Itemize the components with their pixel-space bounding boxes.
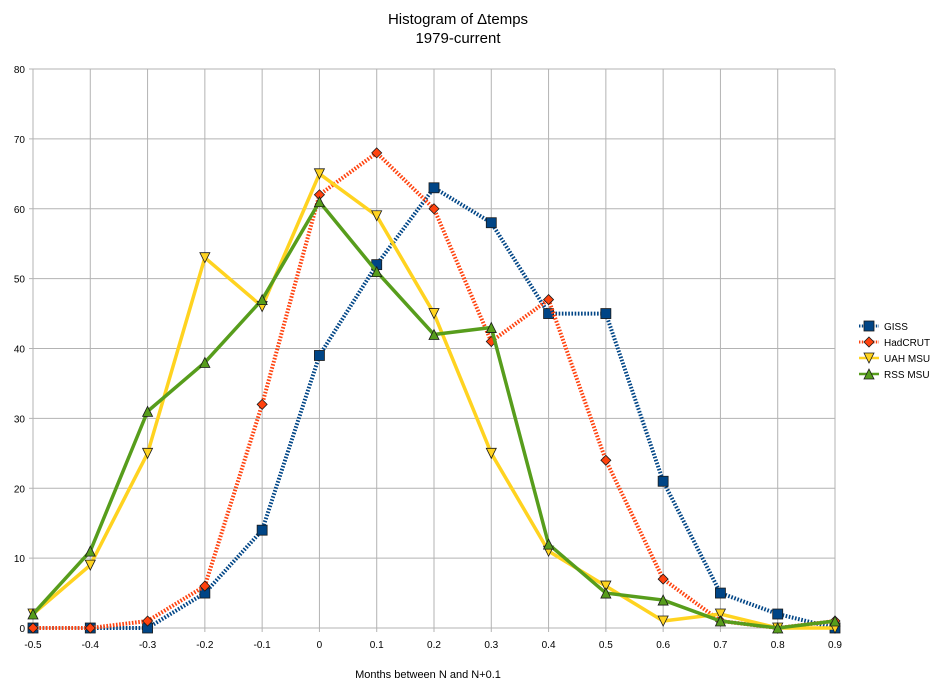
x-tick-label: -0.3 xyxy=(139,640,157,651)
data-point-giss xyxy=(657,475,669,487)
x-tick-label: -0.2 xyxy=(196,640,214,651)
data-point-hadcrut xyxy=(600,454,612,466)
x-tick-label: 0.3 xyxy=(484,640,498,651)
y-tick-label: 60 xyxy=(14,205,26,216)
data-point-giss xyxy=(428,182,440,194)
x-tick-label: 0.1 xyxy=(370,640,384,651)
y-axis-ticks: 0 10 20 30 40 50 60 70 80 xyxy=(14,65,26,635)
y-tick-label: 20 xyxy=(14,484,26,495)
x-axis-ticks: -0.5 -0.4 -0.3 -0.2 -0.1 0 0.1 0.2 0.3 0.4 0.5 0.6 0… xyxy=(24,640,842,651)
x-tick-label: 0.9 xyxy=(828,640,842,651)
grid xyxy=(29,68,836,632)
data-point-giss xyxy=(543,308,554,319)
legend-label: GISS xyxy=(884,322,908,333)
data-point-rss-msu xyxy=(27,608,39,620)
y-tick-label: 40 xyxy=(14,345,26,356)
x-tick-label: 0 xyxy=(317,640,323,651)
x-tick-label: 0.6 xyxy=(656,640,670,651)
y-tick-label: 70 xyxy=(14,135,26,146)
data-point-uah-msu xyxy=(657,615,669,627)
y-tick-label: 10 xyxy=(14,554,26,565)
data-point-rss-msu xyxy=(84,545,96,557)
data-point-rss-msu xyxy=(371,265,383,278)
data-point-uah-msu xyxy=(485,447,497,460)
legend-item-rss-msu: RSS MSU xyxy=(859,368,930,381)
data-point-uah-msu xyxy=(714,608,727,620)
data-point-rss-msu xyxy=(714,615,727,627)
legend-marker xyxy=(863,336,875,348)
series-line-hadcrut xyxy=(33,150,836,630)
data-point-giss xyxy=(256,524,268,536)
legend: GISS HadCRUT UAH MSU RSS MSU xyxy=(859,320,930,381)
data-point-giss xyxy=(485,217,497,229)
data-point-uah-msu xyxy=(141,447,154,460)
data-point-uah-msu xyxy=(313,168,326,180)
series-rss-msu xyxy=(27,195,841,634)
data-point-rss-msu xyxy=(657,594,669,606)
data-point-rss-msu xyxy=(485,321,497,333)
x-tick-label: -0.5 xyxy=(24,640,42,651)
x-tick-label: 0.7 xyxy=(713,640,727,651)
x-tick-label: 0.4 xyxy=(542,640,556,651)
y-tick-label: 80 xyxy=(14,65,26,76)
legend-label: UAH MSU xyxy=(884,354,930,365)
data-point-rss-msu xyxy=(199,356,211,368)
data-point-rss-msu xyxy=(772,622,784,634)
x-tick-label: 0.2 xyxy=(427,640,441,651)
chart-subtitle: 1979-current xyxy=(415,30,501,47)
y-tick-label: 0 xyxy=(19,624,25,635)
data-point-rss-msu xyxy=(313,195,326,208)
data-point-hadcrut xyxy=(256,398,268,410)
data-point-rss-msu xyxy=(141,405,154,417)
data-point-hadcrut xyxy=(543,294,555,306)
data-series xyxy=(27,147,841,634)
x-tick-label: 0.5 xyxy=(599,640,613,651)
data-point-rss-msu xyxy=(428,328,440,340)
data-point-hadcrut xyxy=(27,622,39,634)
data-point-giss xyxy=(314,350,325,361)
data-point-uah-msu xyxy=(600,580,612,592)
x-tick-label: 0.8 xyxy=(771,640,785,651)
data-point-hadcrut xyxy=(428,203,440,215)
y-tick-label: 50 xyxy=(14,275,26,286)
data-point-hadcrut xyxy=(657,573,669,585)
legend-marker xyxy=(863,320,875,332)
legend-item-giss: GISS xyxy=(859,320,908,333)
data-point-hadcrut xyxy=(371,147,383,159)
y-tick-label: 30 xyxy=(14,414,26,425)
data-point-uah-msu xyxy=(199,252,211,264)
data-point-rss-msu xyxy=(829,615,841,627)
data-point-hadcrut xyxy=(84,622,96,634)
data-point-uah-msu xyxy=(84,559,96,572)
legend-marker xyxy=(863,352,875,364)
legend-marker xyxy=(863,368,875,380)
data-point-giss xyxy=(772,608,784,620)
legend-label: HadCRUT xyxy=(884,338,930,349)
legend-item-uah-msu: UAH MSU xyxy=(859,352,930,365)
data-point-hadcrut xyxy=(199,580,211,592)
data-point-uah-msu xyxy=(371,210,383,222)
data-point-uah-msu xyxy=(428,308,440,320)
data-point-rss-msu xyxy=(600,587,612,599)
data-point-giss xyxy=(600,308,612,319)
legend-item-hadcrut: HadCRUT xyxy=(859,336,930,349)
legend-label: RSS MSU xyxy=(884,370,930,381)
data-point-rss-msu xyxy=(542,538,555,550)
x-tick-label: -0.1 xyxy=(254,640,272,651)
data-point-rss-msu xyxy=(256,293,268,305)
data-point-hadcrut xyxy=(142,615,154,627)
x-tick-label: -0.4 xyxy=(82,640,100,651)
chart-title: Histogram of Δtemps xyxy=(388,11,528,28)
x-axis-title: Months between N and N+0.1 xyxy=(355,669,501,681)
data-point-giss xyxy=(715,587,726,599)
